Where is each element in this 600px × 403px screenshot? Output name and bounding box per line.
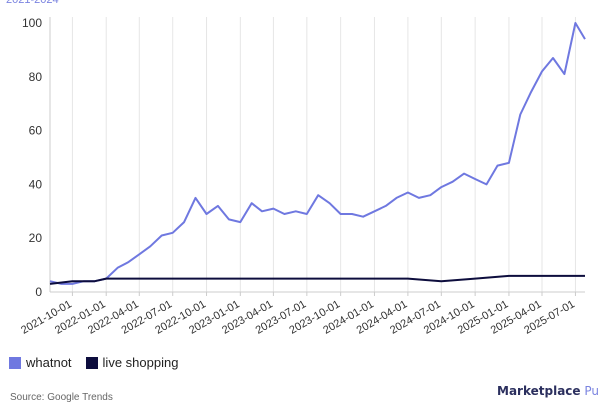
grid-lines: [71, 17, 576, 292]
legend-label-whatnot: whatnot: [26, 355, 72, 370]
y-tick-label: 80: [29, 70, 43, 84]
legend-item-live-shopping: live shopping: [85, 355, 179, 370]
y-tick-label: 40: [29, 177, 43, 191]
legend-swatch-whatnot: [9, 356, 21, 369]
x-tick-labels: 2021-10-012022-01-012022-04-012022-07-01…: [19, 298, 577, 337]
y-tick-label: 60: [29, 124, 43, 138]
y-tick-labels: 0 20 40 60 80 100: [22, 16, 42, 299]
legend-swatch-live-shopping: [85, 356, 98, 369]
legend-item-whatnot: whatnot: [9, 355, 72, 370]
series-lines: [49, 22, 586, 285]
y-tick-label: 20: [29, 231, 43, 245]
chart-legend: whatnot live shopping: [9, 355, 192, 370]
series-line-whatnot: [49, 22, 586, 285]
source-note: Source: Google Trends: [10, 392, 113, 403]
axes: [49, 17, 585, 296]
y-tick-label: 0: [35, 285, 42, 299]
series-line-live-shopping: [49, 274, 585, 285]
chart-subtitle: 2021-2024: [6, 0, 59, 6]
brand-name: Marketplace: [497, 384, 581, 398]
legend-label-live-shopping: live shopping: [102, 355, 179, 370]
brand-logo: Marketplace Pulse: [497, 384, 600, 398]
brand-name-light: Pulse: [584, 384, 600, 398]
y-tick-label: 100: [22, 16, 42, 30]
